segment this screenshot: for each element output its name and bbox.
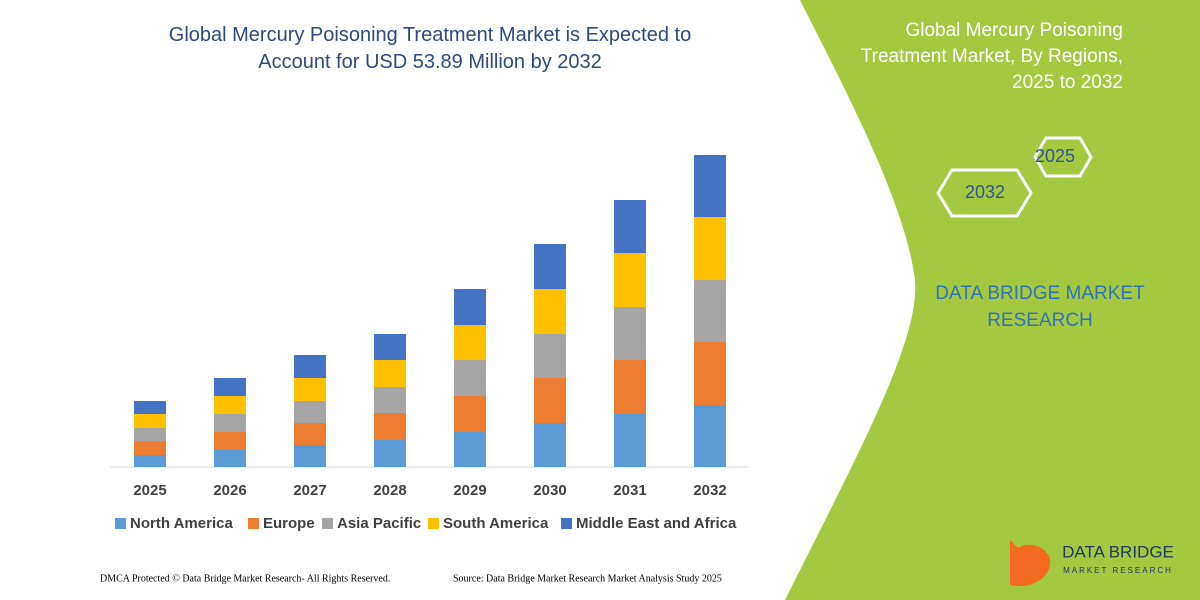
bar-segment bbox=[614, 253, 646, 307]
bar-segment bbox=[614, 360, 646, 414]
bar-segment bbox=[614, 200, 646, 253]
bar-segment bbox=[134, 455, 166, 467]
x-tick-label: 2026 bbox=[213, 482, 246, 499]
bar-segment bbox=[694, 342, 726, 405]
bar-segment bbox=[534, 334, 566, 378]
bar-segment bbox=[214, 396, 246, 414]
legend-swatch bbox=[428, 518, 439, 529]
logo-mark bbox=[1010, 540, 1051, 586]
x-tick-label: 2030 bbox=[533, 482, 566, 499]
legend-label: North America bbox=[130, 515, 233, 532]
bar-segment bbox=[694, 405, 726, 467]
panel-title: Global Mercury Poisoning Treatment Marke… bbox=[860, 20, 1123, 93]
bar-segment bbox=[534, 289, 566, 334]
legend-label: Asia Pacific bbox=[337, 515, 421, 532]
bar-segment bbox=[294, 401, 326, 423]
bar-segment bbox=[134, 401, 166, 414]
bar-segment bbox=[374, 440, 406, 467]
legend-label: South America bbox=[443, 515, 549, 532]
bar-segment bbox=[214, 414, 246, 432]
green-panel bbox=[785, 0, 1200, 600]
x-tick-label: 2025 bbox=[133, 482, 166, 499]
bar-segment bbox=[294, 378, 326, 401]
panel-brand: DATA BRIDGE MARKET RESEARCH bbox=[935, 283, 1145, 331]
bar-segment bbox=[534, 378, 566, 423]
bar-segment bbox=[694, 217, 726, 280]
x-tick-label: 2028 bbox=[373, 482, 406, 499]
footer-left: DMCA Protected © Data Bridge Market Rese… bbox=[100, 573, 390, 584]
bar-segment bbox=[374, 413, 406, 440]
logo-name: DATA BRIDGE bbox=[1062, 542, 1174, 561]
x-tick-label: 2027 bbox=[293, 482, 326, 499]
logo-tagline: MARKET RESEARCH bbox=[1063, 566, 1173, 575]
legend-swatch bbox=[561, 518, 572, 529]
bar-segment bbox=[214, 378, 246, 396]
bar-segment bbox=[134, 441, 166, 455]
legend-swatch bbox=[115, 518, 126, 529]
legend-label: Europe bbox=[263, 515, 315, 532]
bar-segment bbox=[454, 432, 486, 467]
bar-segment bbox=[454, 396, 486, 432]
bar-segment bbox=[294, 355, 326, 378]
bar-segment bbox=[134, 414, 166, 428]
bar-segment bbox=[214, 450, 246, 467]
bar-segment bbox=[294, 445, 326, 467]
bar-segment bbox=[454, 325, 486, 360]
legend-swatch bbox=[322, 518, 333, 529]
hexagon-label: 2025 bbox=[1035, 146, 1075, 166]
bar-segment bbox=[294, 423, 326, 445]
chart-title: Global Mercury Poisoning Treatment Marke… bbox=[168, 24, 692, 73]
bar-segment bbox=[534, 244, 566, 289]
x-tick-label: 2029 bbox=[453, 482, 486, 499]
bar-segment bbox=[534, 423, 566, 467]
bar-segment bbox=[454, 360, 486, 396]
bar-segment bbox=[614, 414, 646, 467]
hexagon-label: 2032 bbox=[965, 182, 1005, 202]
hexagon bbox=[1033, 136, 1093, 178]
bar-segment bbox=[614, 307, 646, 360]
x-tick-label: 2031 bbox=[613, 482, 646, 499]
hexagon bbox=[936, 168, 1033, 218]
legend-swatch bbox=[248, 518, 259, 529]
bar-segment bbox=[374, 334, 406, 360]
x-tick-label: 2032 bbox=[693, 482, 726, 499]
bar-segment bbox=[694, 155, 726, 217]
bar-segment bbox=[214, 432, 246, 450]
bar-segment bbox=[134, 428, 166, 441]
bar-segment bbox=[454, 289, 486, 325]
bar-segment bbox=[374, 360, 406, 387]
footer-right: Source: Data Bridge Market Research Mark… bbox=[453, 573, 722, 584]
bar-segment bbox=[694, 280, 726, 342]
legend-label: Middle East and Africa bbox=[576, 515, 737, 532]
bar-segment bbox=[374, 387, 406, 413]
